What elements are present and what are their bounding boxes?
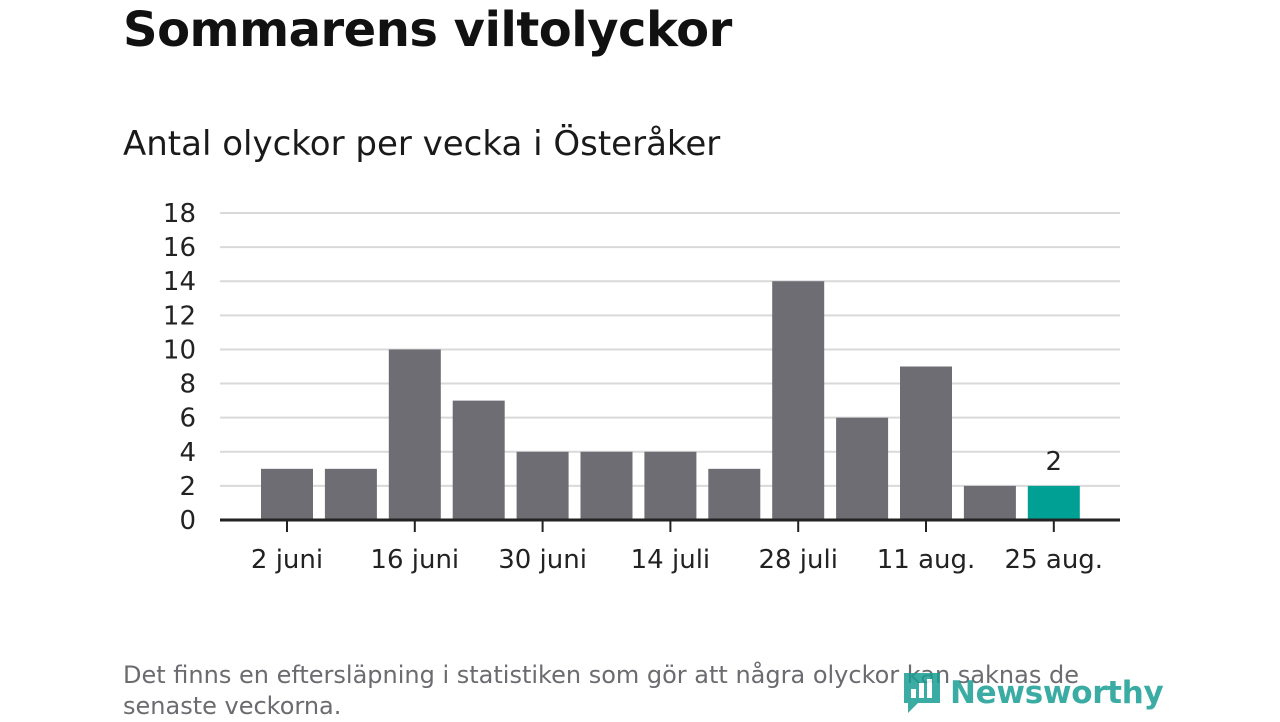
bar — [644, 451, 697, 520]
y-tick-label: 14 — [163, 267, 196, 297]
bar — [452, 400, 505, 520]
y-tick-label: 10 — [163, 335, 196, 365]
y-tick-label: 4 — [179, 438, 196, 468]
y-tick-label: 6 — [179, 404, 196, 434]
y-tick-label: 18 — [163, 199, 196, 229]
y-tick-label: 8 — [179, 370, 196, 400]
bar — [516, 451, 569, 520]
bar — [900, 366, 952, 520]
x-tick-label: 16 juni — [370, 545, 459, 575]
bar — [580, 451, 633, 520]
y-tick-label: 12 — [163, 301, 196, 331]
bar — [772, 281, 825, 520]
x-tick-label: 30 juni — [498, 545, 587, 575]
bar — [836, 417, 889, 520]
x-tick-label: 2 juni — [251, 545, 323, 575]
x-tick-label: 14 juli — [631, 545, 711, 575]
x-tick-label: 11 aug. — [877, 545, 976, 575]
newsworthy-logo: Newsworthy — [900, 668, 1164, 718]
bar — [324, 468, 377, 520]
bar — [1027, 485, 1080, 520]
bar-chart: 0 2 4 6 8 10 12 14 16 18 2 2 juni 16 juni 30 juni 14 j… — [163, 199, 1120, 575]
newsworthy-logo-icon — [904, 673, 940, 713]
chart-subtitle: Antal olyckor per vecka i Österåker — [123, 124, 721, 164]
bar — [388, 349, 441, 520]
data-label: 2 — [1046, 447, 1063, 477]
x-tick-label: 25 aug. — [1005, 545, 1104, 575]
x-tick-label: 28 juli — [758, 545, 838, 575]
y-tick-label: 2 — [179, 472, 196, 502]
y-tick-label: 0 — [179, 506, 196, 536]
bar — [708, 468, 761, 520]
bar — [963, 485, 1016, 520]
bar — [261, 468, 313, 520]
y-tick-label: 16 — [163, 233, 196, 263]
chart-title: Sommarens viltolyckor — [123, 2, 732, 58]
logo-text: Newsworthy — [950, 675, 1164, 711]
